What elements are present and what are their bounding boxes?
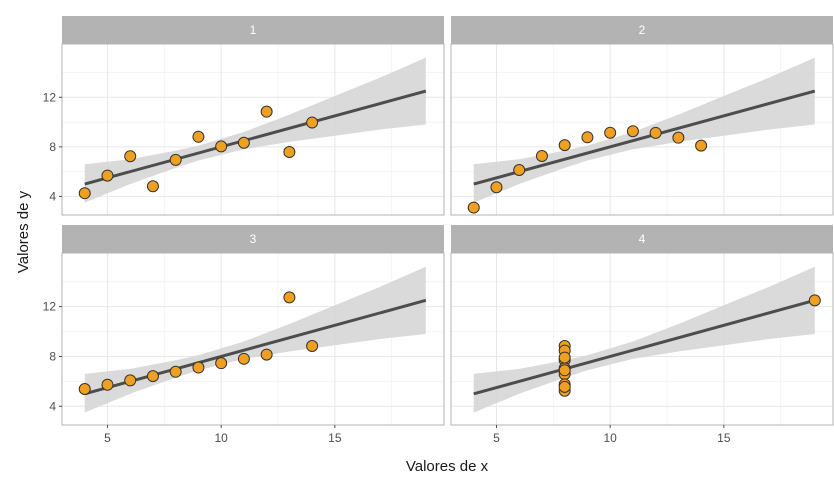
data-point <box>192 130 205 143</box>
y-tick-label: 12 <box>43 300 57 314</box>
data-point <box>260 105 273 118</box>
regression-line <box>473 298 816 396</box>
data-point <box>78 382 91 395</box>
data-point <box>169 153 182 166</box>
data-point <box>558 351 571 364</box>
x-tick-label: 5 <box>104 431 111 445</box>
y-tick-label: 8 <box>49 349 56 363</box>
data-point <box>146 180 159 193</box>
data-point <box>306 116 319 129</box>
data-point <box>490 181 503 194</box>
data-point <box>237 352 250 365</box>
facet-strip-label: 2 <box>639 23 646 37</box>
x-tick-label: 15 <box>717 431 731 445</box>
data-point <box>146 370 159 383</box>
regression-line <box>473 89 816 186</box>
panel-border <box>61 43 445 216</box>
panel-border <box>450 43 834 216</box>
confidence-band <box>84 57 426 203</box>
data-point <box>558 380 571 393</box>
x-tick-label: 10 <box>603 431 617 445</box>
facet-strip-label: 1 <box>250 23 257 37</box>
x-axis-title: Valores de x <box>406 458 489 475</box>
data-point <box>78 187 91 200</box>
data-point <box>695 139 708 152</box>
data-point <box>260 348 273 361</box>
data-point <box>808 294 821 307</box>
data-point <box>283 146 296 159</box>
data-point <box>215 140 228 153</box>
data-point <box>101 378 114 391</box>
y-tick-label: 8 <box>49 140 56 154</box>
data-point <box>306 339 319 352</box>
x-tick-label: 15 <box>328 431 342 445</box>
data-point <box>649 126 662 139</box>
facet-strip <box>62 16 444 44</box>
confidence-band <box>473 266 815 413</box>
facet-panel-1: 1 <box>61 16 445 216</box>
data-point <box>192 361 205 374</box>
data-point <box>626 125 639 138</box>
data-point <box>558 364 571 377</box>
data-point <box>467 201 480 214</box>
y-axis-title: Valores de y <box>15 190 32 273</box>
data-point <box>535 150 548 163</box>
facet-panel-3: 3 <box>61 225 445 426</box>
data-point <box>604 126 617 139</box>
facet-strip-label: 4 <box>639 232 646 246</box>
data-point <box>672 131 685 144</box>
facet-panel-2: 2 <box>450 16 834 216</box>
facet-strip <box>451 225 833 253</box>
panel-border <box>450 252 834 426</box>
confidence-band <box>473 57 815 203</box>
data-point <box>581 131 594 144</box>
data-point <box>215 357 228 370</box>
regression-line <box>84 89 427 186</box>
facet-panels: 1 2 3 4 <box>61 16 834 426</box>
y-tick-label: 4 <box>49 399 56 413</box>
panel-border <box>61 252 445 426</box>
data-point <box>124 374 137 387</box>
data-point <box>124 150 137 163</box>
data-point <box>513 164 526 177</box>
confidence-band <box>84 266 426 413</box>
facet-strip <box>451 16 833 44</box>
y-tick-label: 4 <box>49 189 56 203</box>
x-tick-label: 5 <box>493 431 500 445</box>
facet-panel-4: 4 <box>450 225 834 426</box>
data-point <box>101 169 114 182</box>
axes: 4 8 12 4 8 12 5 10 15 5 10 15 <box>43 90 731 445</box>
data-point <box>169 365 182 378</box>
y-tick-label: 12 <box>43 90 57 104</box>
facet-strip-label: 3 <box>250 232 257 246</box>
data-point <box>558 139 571 152</box>
x-tick-label: 10 <box>214 431 228 445</box>
regression-line <box>84 298 427 396</box>
data-point <box>283 291 296 304</box>
facet-strip <box>62 225 444 253</box>
data-point <box>237 136 250 149</box>
